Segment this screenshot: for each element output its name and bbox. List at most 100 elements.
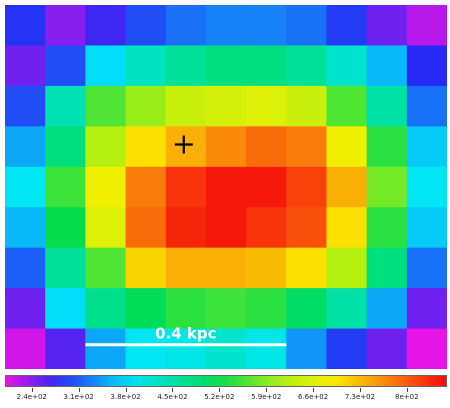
heatmap-cell (246, 288, 287, 330)
heatmap-cell (5, 247, 46, 289)
heatmap-cell (45, 5, 86, 47)
colorbar-tick-label: 5.2e+02 (204, 393, 235, 401)
heatmap-cell (286, 45, 328, 87)
colorbar-tick-mark (406, 388, 408, 392)
heatmap-cell (45, 207, 86, 249)
heatmap-cell (326, 166, 368, 208)
heatmap-cell (246, 45, 287, 87)
heatmap-cell (246, 126, 287, 168)
heatmap-cell (286, 207, 328, 249)
heatmap-cell (246, 328, 287, 370)
heatmap-cell (366, 328, 408, 370)
heatmap-cell (286, 85, 328, 127)
heatmap-image: 0.4 kpc (5, 5, 448, 370)
heatmap-cell (205, 45, 247, 87)
heatmap-cell (205, 166, 247, 208)
heatmap-cell (165, 328, 207, 370)
heatmap-cell (366, 166, 408, 208)
colorbar-tick-label: 4.5e+02 (157, 393, 188, 401)
colorbar-tick-mark (172, 388, 174, 392)
heatmap-cell (326, 85, 368, 127)
scale-bar: 0.4 kpc (85, 325, 287, 347)
colorbar-tick-mark (31, 388, 33, 392)
heatmap-cell (45, 166, 86, 208)
heatmap-cell (246, 247, 287, 289)
heatmap-cell (246, 85, 287, 127)
heatmap-cell (406, 45, 448, 87)
heatmap-cell (165, 207, 207, 249)
heatmap-cell (85, 288, 127, 330)
heatmap-cell (286, 288, 328, 330)
heatmap-cell (326, 247, 368, 289)
heatmap-cell (165, 85, 207, 127)
heatmap-cell (205, 207, 247, 249)
heatmap-cell (45, 247, 86, 289)
heatmap-cell (165, 45, 207, 87)
heatmap-cell (406, 85, 448, 127)
scale-bar-label: 0.4 kpc (155, 325, 216, 343)
heatmap-cell (165, 166, 207, 208)
heatmap-cell (286, 328, 328, 370)
heatmap-cell (205, 5, 247, 47)
heatmap-cell (246, 5, 287, 47)
heatmap-cell (205, 247, 247, 289)
heatmap-cell (165, 288, 207, 330)
heatmap-cell (5, 207, 46, 249)
heatmap-cell (286, 5, 328, 47)
crosshair-marker (174, 135, 193, 154)
colorbar-tick-label: 8e+02 (395, 393, 419, 401)
heatmap-cell (326, 328, 368, 370)
heatmap-cell (45, 126, 86, 168)
heatmap-cell (205, 85, 247, 127)
heatmap-cell (125, 126, 167, 168)
heatmap-cell (366, 5, 408, 47)
colorbar-tick-label: 3.1e+02 (63, 393, 94, 401)
colorbar-tick-label: 6.6e+02 (297, 393, 329, 401)
colorbar-tick-mark (313, 388, 315, 392)
heatmap-cell (45, 85, 86, 127)
heatmap-cell (125, 207, 167, 249)
heatmap-cell (125, 288, 167, 330)
heatmap-cell (246, 207, 287, 249)
heatmap-cell (85, 126, 127, 168)
heatmap-cell (85, 247, 127, 289)
heatmap-cell (45, 328, 86, 370)
heatmap-cell (5, 85, 46, 127)
heatmap-panel: 0.4 kpc (5, 5, 448, 370)
heatmap-cell (85, 5, 127, 47)
colorbar-tick-mark (125, 388, 127, 392)
colorbar-tick-label: 7.3e+02 (344, 393, 376, 401)
heatmap-cell (45, 45, 86, 87)
heatmap-cell (85, 45, 127, 87)
heatmap-cell (406, 166, 448, 208)
heatmap-cell (406, 126, 448, 168)
heatmap-cell (286, 166, 328, 208)
heatmap-cell (125, 247, 167, 289)
heatmap-cell (286, 126, 328, 168)
heatmap-cell (326, 207, 368, 249)
heatmap-cell (45, 288, 86, 330)
heatmap-cell (85, 328, 127, 370)
heatmap-cell (205, 126, 247, 168)
heatmap-cell (205, 288, 247, 330)
heatmap-cell (125, 5, 167, 47)
colorbar (5, 375, 447, 387)
colorbar-tick-mark (266, 388, 268, 392)
heatmap-cell (326, 45, 368, 87)
colorbar-tick-mark (359, 388, 361, 392)
heatmap-cell (125, 166, 167, 208)
heatmap-cell (366, 247, 408, 289)
heatmap-cell (5, 166, 46, 208)
heatmap-cell (205, 328, 247, 370)
colorbar-tick-mark (219, 388, 221, 392)
heatmap-cell (85, 85, 127, 127)
colorbar-tick-label: 3.8e+02 (110, 393, 141, 401)
heatmap-cell (406, 5, 448, 47)
heatmap-cell (85, 207, 127, 249)
heatmap-cell (85, 166, 127, 208)
heatmap-cell (366, 288, 408, 330)
heatmap-cell (366, 207, 408, 249)
heatmap-cell (366, 85, 408, 127)
heatmap-cell (165, 126, 207, 168)
colorbar-tick-label: 2.4e+02 (16, 393, 47, 401)
